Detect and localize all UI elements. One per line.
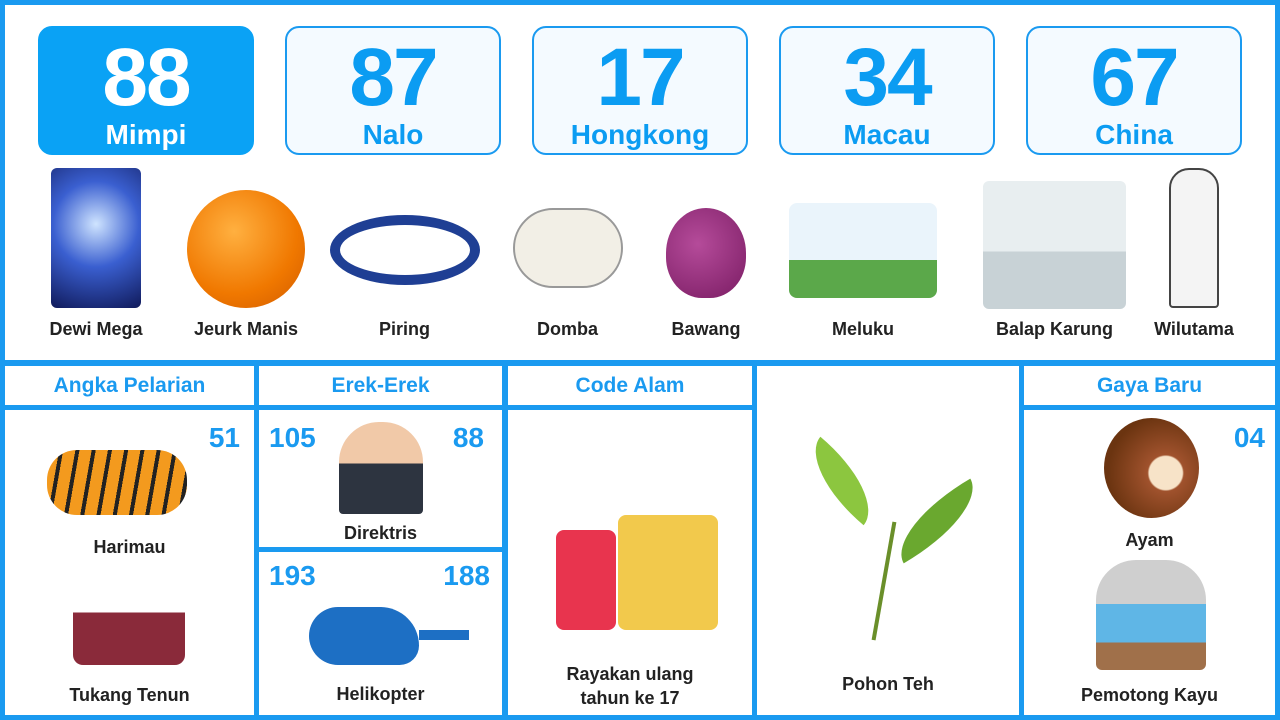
sack-race-image (983, 180, 1126, 309)
woodcutter-image (1096, 560, 1206, 670)
erek-right-number: 88 (452, 422, 484, 453)
item-label: Domba (536, 319, 598, 339)
harimau-label: Harimau (93, 537, 166, 557)
number-card-nalo: 87 Nalo (285, 26, 501, 155)
item-label: Piring (378, 319, 430, 339)
angka-pelarian-cell: 51 Harimau Tukang Tenun (5, 410, 254, 715)
plate-image (329, 215, 480, 285)
item-label: Wilutama (1154, 319, 1234, 339)
number-label: China (1095, 119, 1173, 150)
erek-erek-bottom-cell: 193 188 Helikopter (259, 552, 502, 715)
tukang-tenun-label: Tukang Tenun (69, 685, 190, 705)
item-piring: Piring (328, 165, 481, 339)
number-label: Hongkong (570, 119, 710, 150)
code-alam-header: Code Alam (508, 366, 752, 405)
helikopter-label: Helikopter (336, 684, 425, 704)
code-alam-label-1: Rayakan ulang (566, 664, 694, 684)
number-card-hongkong: 17 Hongkong (532, 26, 748, 155)
number-value: 34 (843, 32, 932, 123)
item-label: Jeurk Manis (193, 319, 299, 339)
angka-pelarian-number: 51 (208, 422, 240, 453)
number-card-china: 67 China (1026, 26, 1242, 155)
weaver-image (73, 570, 185, 665)
number-value: 88 (102, 32, 191, 123)
item-jeruk-manis: Jeurk Manis (186, 165, 306, 339)
direktris-label: Direktris (343, 523, 418, 543)
gaya-baru-cell: 04 Ayam Pemotong Kayu (1024, 410, 1275, 715)
gaya-baru-number: 04 (1233, 422, 1265, 453)
code-alam-label-2: tahun ke 17 (580, 688, 680, 708)
item-label: Meluku (831, 319, 894, 339)
item-label: Bawang (671, 319, 741, 339)
orange-image (187, 189, 305, 308)
angka-pelarian-header: Angka Pelarian (5, 366, 254, 405)
sheep-image (512, 207, 623, 288)
item-balap-karung: Balap Karung (983, 165, 1126, 339)
item-dewi-mega: Dewi Mega (49, 165, 143, 339)
goddess-image (51, 167, 141, 308)
erek-erek-top-cell: 105 88 Direktris (259, 410, 502, 547)
number-value: 87 (349, 32, 438, 123)
number-seven-shape (618, 515, 718, 630)
erek-left-number: 105 (269, 422, 316, 453)
number-value: 17 (596, 32, 685, 123)
item-label: Balap Karung (995, 319, 1114, 339)
item-meluku: Meluku (788, 165, 938, 339)
ayam-label: Ayam (1125, 530, 1174, 550)
gaya-baru-header: Gaya Baru (1024, 366, 1275, 405)
item-domba: Domba (505, 165, 630, 339)
director-image (339, 422, 423, 514)
code-alam-cell: Rayakan ulang tahun ke 17 (508, 410, 752, 715)
item-label: Dewi Mega (49, 319, 143, 339)
tea-leaf-image (794, 436, 991, 641)
pohon-teh-label: Pohon Teh (842, 674, 934, 694)
number-label: Mimpi (105, 119, 187, 150)
tiger-image (47, 450, 187, 515)
item-wilutama: Wilutama (1148, 165, 1240, 339)
onion-image (666, 207, 746, 298)
wayang-image (1169, 167, 1219, 308)
number-one-shape (556, 530, 616, 630)
turkey-image (1104, 418, 1199, 518)
pohon-teh-cell: Pohon Teh (757, 366, 1019, 715)
helicopter-image (309, 607, 419, 665)
number-value: 67 (1090, 32, 1179, 123)
item-bawang: Bawang (665, 165, 747, 339)
plowing-image (789, 202, 937, 298)
number-card-mimpi: 88 Mimpi (38, 26, 254, 155)
number-label: Nalo (362, 119, 424, 150)
number-label: Macau (843, 119, 931, 150)
erek-right-number: 188 (443, 560, 490, 591)
pemotong-kayu-label: Pemotong Kayu (1080, 685, 1218, 705)
erek-erek-header: Erek-Erek (259, 366, 502, 405)
birthday-17-image (556, 505, 721, 635)
erek-left-number: 193 (269, 560, 316, 591)
number-card-macau: 34 Macau (779, 26, 995, 155)
helicopter-tail (419, 630, 469, 640)
